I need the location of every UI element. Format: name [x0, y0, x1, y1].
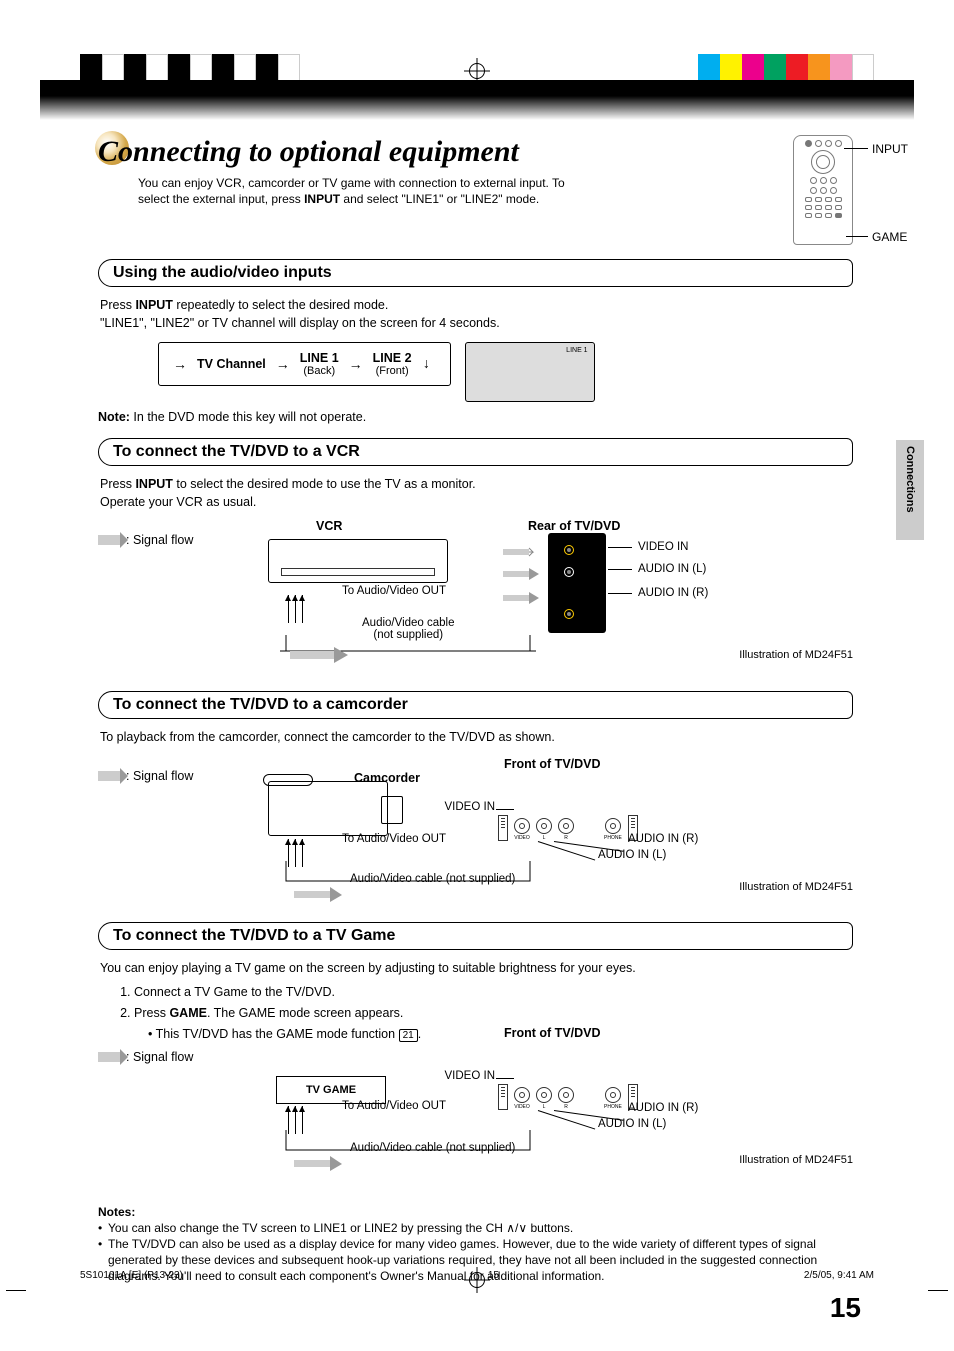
- tv-screen-preview: LINE 1: [465, 342, 595, 402]
- signal-flow-arrow-icon: [98, 1052, 120, 1062]
- section-tab: Connections: [896, 440, 924, 540]
- vcr-device-icon: [268, 539, 448, 583]
- signal-flow-arrow-icon: [98, 771, 120, 781]
- page-header-gradient: [40, 80, 914, 120]
- section-heading-camcorder: To connect the TV/DVD to a camcorder: [98, 691, 853, 719]
- remote-input-label: INPUT: [872, 142, 908, 156]
- section1-body: Press INPUT repeatedly to select the des…: [100, 297, 853, 332]
- remote-game-label: GAME: [872, 230, 907, 244]
- section-heading-tv-game: To connect the TV/DVD to a TV Game: [98, 922, 853, 950]
- section-heading-audio-video: Using the audio/video inputs: [98, 259, 853, 287]
- camcorder-connection-diagram: : Signal flow Camcorder Front of TV/DVD …: [98, 753, 853, 908]
- tvdvd-rear-panel: [548, 533, 606, 633]
- input-cycle-diagram: → TV Channel → LINE 1(Back) → LINE 2(Fro…: [158, 342, 451, 386]
- section3-body: To playback from the camcorder, connect …: [100, 729, 853, 747]
- camcorder-device-icon: [268, 781, 388, 836]
- section2-body: Press INPUT to select the desired mode t…: [100, 476, 853, 511]
- page-title: Connecting to optional equipment: [98, 135, 781, 169]
- registration-mark-icon: [469, 63, 485, 79]
- section4-body: You can enjoy playing a TV game on the s…: [100, 960, 853, 978]
- section1-note: Note: In the DVD mode this key will not …: [98, 410, 853, 424]
- game-mode-note: • This TV/DVD has the GAME mode function…: [148, 1027, 853, 1042]
- registration-mark-icon: [469, 1272, 485, 1288]
- vcr-connection-diagram: : Signal flow VCR Rear of TV/DVD VIDEO I…: [98, 517, 853, 677]
- tvgame-connection-diagram: Front of TV/DVD : Signal flow TV GAME VI…: [98, 1048, 853, 1198]
- remote-illustration: INPUT GAME: [793, 135, 853, 245]
- page-content: Connecting to optional equipment You can…: [98, 135, 853, 1284]
- print-registration-bottom: [0, 1245, 954, 1315]
- tv-game-steps: Connect a TV Game to the TV/DVD. Press G…: [134, 983, 853, 1023]
- section-heading-vcr: To connect the TV/DVD to a VCR: [98, 438, 853, 466]
- signal-flow-arrow-icon: [98, 535, 120, 545]
- page-subtitle: You can enjoy VCR, camcorder or TV game …: [138, 175, 568, 207]
